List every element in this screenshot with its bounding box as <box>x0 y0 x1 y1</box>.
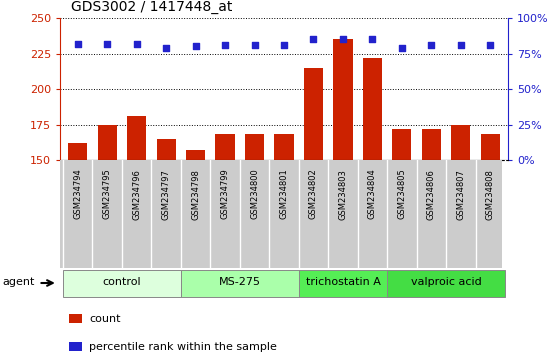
Bar <box>299 269 387 297</box>
Text: GSM234804: GSM234804 <box>368 169 377 219</box>
Text: GSM234797: GSM234797 <box>162 169 170 219</box>
Point <box>486 42 494 48</box>
Bar <box>274 135 294 354</box>
Text: percentile rank within the sample: percentile rank within the sample <box>89 342 277 352</box>
Point <box>398 45 406 51</box>
Bar <box>245 135 264 354</box>
Text: GSM234807: GSM234807 <box>456 169 465 219</box>
Text: GSM234799: GSM234799 <box>221 169 229 219</box>
Text: MS-275: MS-275 <box>219 278 261 287</box>
Bar <box>363 58 382 354</box>
Point <box>221 42 229 48</box>
Text: GSM234806: GSM234806 <box>427 169 436 219</box>
Bar <box>69 342 82 351</box>
Text: GSM234796: GSM234796 <box>132 169 141 219</box>
Bar <box>333 39 353 354</box>
Bar <box>304 68 323 354</box>
Bar <box>127 116 146 354</box>
Text: GSM234808: GSM234808 <box>486 169 495 219</box>
Point <box>456 42 465 48</box>
Text: trichostatin A: trichostatin A <box>305 278 381 287</box>
Bar <box>481 135 500 354</box>
Bar <box>451 125 470 354</box>
Point <box>279 42 288 48</box>
Text: control: control <box>103 278 141 287</box>
Text: GSM234800: GSM234800 <box>250 169 259 219</box>
Bar <box>97 125 117 354</box>
Bar <box>186 150 205 354</box>
Point <box>250 42 259 48</box>
Bar <box>157 139 175 354</box>
Bar <box>68 143 87 354</box>
Text: GSM234805: GSM234805 <box>398 169 406 219</box>
Bar <box>69 314 82 323</box>
Bar <box>181 269 299 297</box>
Text: GSM234802: GSM234802 <box>309 169 318 219</box>
Point <box>73 41 82 46</box>
Text: agent: agent <box>3 278 35 287</box>
Text: GSM234794: GSM234794 <box>73 169 82 219</box>
Bar <box>63 269 181 297</box>
Bar <box>392 129 411 354</box>
Text: GDS3002 / 1417448_at: GDS3002 / 1417448_at <box>71 0 232 15</box>
Bar <box>422 129 441 354</box>
Point <box>309 36 318 42</box>
Point <box>191 44 200 49</box>
Point <box>339 36 348 42</box>
Point <box>368 36 377 42</box>
Text: GSM234801: GSM234801 <box>279 169 289 219</box>
Text: GSM234803: GSM234803 <box>338 169 348 219</box>
Point <box>162 45 170 51</box>
Text: GSM234795: GSM234795 <box>103 169 112 219</box>
Text: count: count <box>89 314 120 324</box>
Point <box>103 41 112 46</box>
Bar <box>216 135 235 354</box>
Text: valproic acid: valproic acid <box>411 278 481 287</box>
Bar <box>387 269 505 297</box>
Point <box>427 42 436 48</box>
Point <box>132 41 141 46</box>
Text: GSM234798: GSM234798 <box>191 169 200 219</box>
